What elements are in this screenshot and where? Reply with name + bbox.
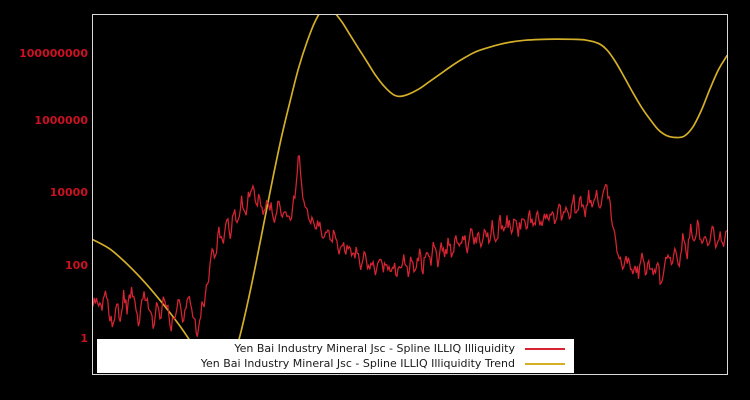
chart-canvas (93, 15, 727, 372)
y-tick-label-10000: 10000 (49, 186, 88, 199)
legend-item-illiquidity[interactable]: Yen Bai Industry Mineral Jsc - Spline IL… (98, 341, 569, 356)
y-tick-label-100: 100 (65, 259, 88, 272)
legend-swatch-illiquidity (525, 347, 565, 350)
legend-label-illiquidity: Yen Bai Industry Mineral Jsc - Spline IL… (234, 342, 515, 355)
legend: Yen Bai Industry Mineral Jsc - Spline IL… (97, 339, 574, 373)
legend-swatch-trend (525, 362, 565, 365)
y-tick-label-1: 1 (80, 332, 88, 345)
plot-area (92, 14, 728, 375)
legend-label-trend: Yen Bai Industry Mineral Jsc - Spline IL… (200, 357, 515, 370)
series-line-trend (93, 15, 727, 372)
y-tick-label-1000000: 1000000 (34, 114, 88, 127)
y-tick-label-100000000: 100000000 (19, 47, 88, 60)
legend-item-trend[interactable]: Yen Bai Industry Mineral Jsc - Spline IL… (98, 356, 569, 371)
y-axis: 100000000 1000000 10000 100 1 (0, 0, 88, 400)
series-line-illiquidity (93, 155, 727, 337)
